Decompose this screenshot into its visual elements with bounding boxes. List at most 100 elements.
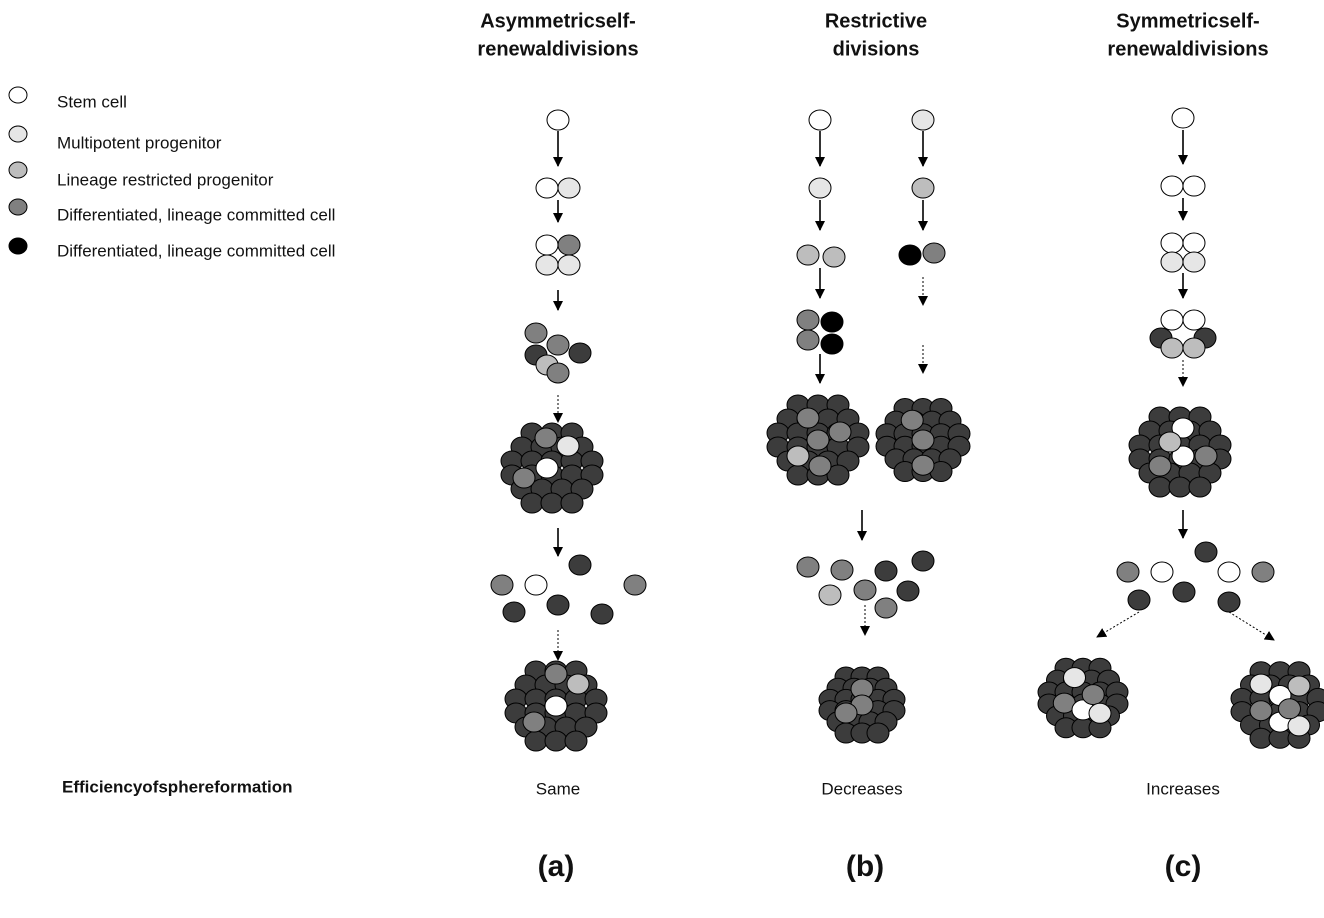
cell	[922, 242, 946, 264]
legend-label: Differentiated, lineage committed cell	[57, 241, 335, 260]
cell	[818, 584, 842, 606]
cell	[1251, 561, 1275, 583]
cell	[808, 455, 832, 477]
cell	[546, 594, 570, 616]
cell	[520, 492, 544, 514]
cell	[896, 580, 920, 602]
cell	[1249, 673, 1273, 695]
panel-label: (a)	[538, 850, 575, 883]
cell	[853, 579, 877, 601]
cell	[566, 673, 590, 695]
cell	[1148, 476, 1172, 498]
cell	[1217, 591, 1241, 613]
legend-label: Multipotent progenitor	[57, 133, 222, 152]
panel-label: (b)	[846, 850, 884, 883]
cell	[826, 464, 850, 486]
cell	[546, 109, 570, 131]
cell	[1088, 702, 1112, 724]
cell	[544, 730, 568, 752]
cell	[524, 574, 548, 596]
row-label: Efficiencyofsphereformation	[62, 777, 293, 796]
cell	[830, 559, 854, 581]
cell	[1171, 417, 1195, 439]
column-title: Symmetricself-	[1116, 10, 1259, 32]
cell	[8, 161, 28, 179]
cell	[564, 730, 588, 752]
cell	[502, 601, 526, 623]
cell	[1287, 715, 1311, 737]
cell	[1182, 337, 1206, 359]
cell	[524, 730, 548, 752]
cell	[911, 429, 935, 451]
cells	[8, 86, 1324, 752]
cell	[898, 244, 922, 266]
column-title: Asymmetricself-	[480, 10, 636, 32]
cell	[1168, 476, 1192, 498]
cell	[874, 560, 898, 582]
cell	[1172, 581, 1196, 603]
cell	[796, 309, 820, 331]
cell	[556, 435, 580, 457]
column-title: renewaldivisions	[477, 38, 638, 60]
legend-label: Differentiated, lineage committed cell	[57, 205, 335, 224]
cell	[786, 445, 810, 467]
column-title: divisions	[833, 38, 920, 60]
cell	[1278, 698, 1301, 720]
cell	[557, 234, 581, 256]
cell	[8, 125, 28, 143]
cell	[535, 177, 559, 199]
arrow	[1228, 611, 1275, 641]
cell	[544, 695, 568, 717]
outcome: Increases	[1146, 779, 1220, 798]
cell	[1127, 589, 1151, 611]
cell	[1150, 561, 1174, 583]
cell	[1160, 337, 1184, 359]
outcome: Decreases	[821, 779, 902, 798]
cell	[911, 550, 935, 572]
cell	[522, 711, 546, 733]
cell	[546, 362, 570, 384]
cell	[786, 464, 810, 486]
cell	[808, 177, 832, 199]
cell	[1194, 445, 1218, 467]
cell	[820, 333, 844, 355]
cell	[524, 322, 548, 344]
cell	[1160, 175, 1184, 197]
cell	[1063, 667, 1086, 689]
cell	[874, 597, 898, 619]
cell	[490, 574, 514, 596]
cell	[557, 177, 581, 199]
cell	[590, 603, 614, 625]
cell	[820, 311, 844, 333]
cell	[1160, 309, 1184, 331]
cell	[544, 663, 568, 685]
cell	[535, 457, 559, 479]
cell	[796, 244, 820, 266]
cell	[557, 254, 581, 276]
legend-label: Lineage restricted progenitor	[57, 170, 274, 189]
cell	[1188, 476, 1212, 498]
cell	[512, 467, 536, 489]
cell	[8, 198, 28, 216]
cell	[534, 427, 558, 449]
cell	[8, 86, 28, 104]
arrow	[1096, 611, 1140, 638]
cell	[623, 574, 647, 596]
cell	[540, 492, 564, 514]
cell	[1182, 309, 1206, 331]
cell	[808, 109, 832, 131]
cell	[796, 407, 820, 429]
cell	[796, 329, 820, 351]
cell	[834, 702, 858, 724]
cell	[1182, 232, 1206, 254]
cell	[8, 237, 28, 255]
cell	[546, 334, 570, 356]
cell	[1249, 700, 1273, 722]
column-title: Restrictive	[825, 10, 927, 32]
cell	[568, 554, 592, 576]
cell	[560, 492, 584, 514]
cell	[900, 409, 924, 431]
cell	[911, 454, 935, 476]
